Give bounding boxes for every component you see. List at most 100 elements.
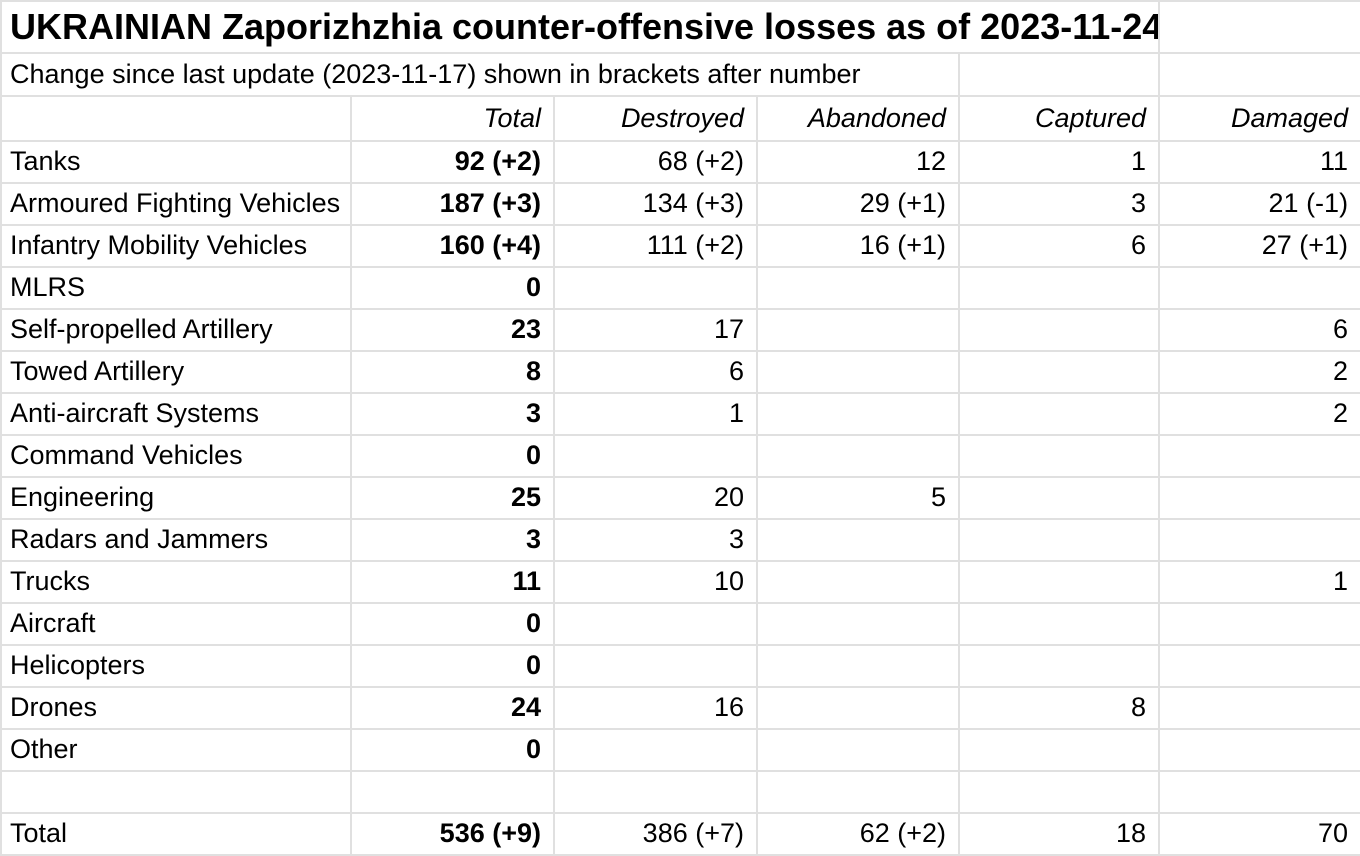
cell-damaged[interactable]: 70	[1158, 812, 1360, 856]
cell-label[interactable]: Trucks	[0, 560, 352, 604]
cell-abandoned[interactable]	[756, 350, 960, 394]
cell-label[interactable]: MLRS	[0, 266, 352, 310]
cell-captured[interactable]	[957, 728, 1161, 772]
cell-captured[interactable]	[957, 644, 1161, 688]
column-header-captured[interactable]: Captured	[957, 95, 1161, 142]
cell-label[interactable]: Helicopters	[0, 644, 352, 688]
cell-captured[interactable]	[957, 602, 1161, 646]
cell-destroyed[interactable]	[553, 434, 758, 478]
cell-destroyed[interactable]	[553, 728, 758, 772]
column-header-damaged[interactable]: Damaged	[1158, 95, 1360, 142]
cell-label[interactable]	[0, 770, 352, 814]
cell-abandoned[interactable]	[756, 266, 960, 310]
cell-captured[interactable]	[957, 560, 1161, 604]
cell-label[interactable]: Anti-aircraft Systems	[0, 392, 352, 436]
cell-damaged[interactable]: 6	[1158, 308, 1360, 352]
cell-abandoned[interactable]	[756, 770, 960, 814]
cell-captured[interactable]	[957, 392, 1161, 436]
cell-label[interactable]: Aircraft	[0, 602, 352, 646]
cell-destroyed[interactable]: 111 (+2)	[553, 224, 758, 268]
cell-destroyed[interactable]	[553, 602, 758, 646]
cell-label[interactable]: Command Vehicles	[0, 434, 352, 478]
cell-damaged[interactable]	[1158, 518, 1360, 562]
cell-destroyed[interactable]: 386 (+7)	[553, 812, 758, 856]
cell-captured[interactable]	[957, 434, 1161, 478]
cell-total[interactable]: 3	[350, 518, 555, 562]
cell-captured[interactable]	[957, 308, 1161, 352]
cell-abandoned[interactable]	[756, 518, 960, 562]
cell-abandoned[interactable]	[756, 392, 960, 436]
cell-total[interactable]: 0	[350, 602, 555, 646]
cell-captured[interactable]: 6	[957, 224, 1161, 268]
cell-captured[interactable]	[957, 266, 1161, 310]
cell-total[interactable]: 536 (+9)	[350, 812, 555, 856]
cell-destroyed[interactable]: 3	[553, 518, 758, 562]
cell-destroyed[interactable]: 68 (+2)	[553, 140, 758, 184]
cell-damaged[interactable]: 1	[1158, 560, 1360, 604]
cell-abandoned[interactable]: 62 (+2)	[756, 812, 960, 856]
cell-total[interactable]: 160 (+4)	[350, 224, 555, 268]
cell-damaged[interactable]: 21 (-1)	[1158, 182, 1360, 226]
cell-damaged[interactable]: 2	[1158, 350, 1360, 394]
cell-damaged[interactable]: 11	[1158, 140, 1360, 184]
cell-total[interactable]: 8	[350, 350, 555, 394]
cell-abandoned[interactable]	[756, 560, 960, 604]
cell-abandoned[interactable]: 16 (+1)	[756, 224, 960, 268]
cell-damaged[interactable]: 2	[1158, 392, 1360, 436]
cell-damaged[interactable]	[1158, 644, 1360, 688]
cell-label[interactable]: Other	[0, 728, 352, 772]
cell-total[interactable]: 11	[350, 560, 555, 604]
column-header-destroyed[interactable]: Destroyed	[553, 95, 758, 142]
cell-label[interactable]: Armoured Fighting Vehicles	[0, 182, 352, 226]
cell-abandoned[interactable]	[756, 434, 960, 478]
cell-total[interactable]: 23	[350, 308, 555, 352]
cell-destroyed[interactable]: 20	[553, 476, 758, 520]
cell-destroyed[interactable]	[553, 266, 758, 310]
cell-damaged[interactable]	[1158, 476, 1360, 520]
cell-label[interactable]: Tanks	[0, 140, 352, 184]
cell-label[interactable]: Infantry Mobility Vehicles	[0, 224, 352, 268]
cell-captured[interactable]	[957, 770, 1161, 814]
cell-captured[interactable]: 18	[957, 812, 1161, 856]
cell-total[interactable]: 0	[350, 644, 555, 688]
cell-captured[interactable]: 3	[957, 182, 1161, 226]
cell-abandoned[interactable]	[756, 602, 960, 646]
page-subtitle[interactable]: Change since last update (2023-11-17) sh…	[0, 52, 960, 97]
cell-captured[interactable]	[957, 350, 1161, 394]
cell-total[interactable]: 3	[350, 392, 555, 436]
cell-total[interactable]: 0	[350, 266, 555, 310]
page-title[interactable]: UKRAINIAN Zaporizhzhia counter-offensive…	[0, 0, 1161, 54]
cell-damaged[interactable]: 27 (+1)	[1158, 224, 1360, 268]
cell-damaged[interactable]	[1158, 434, 1360, 478]
cell-damaged[interactable]	[1158, 770, 1360, 814]
cell-captured[interactable]: 8	[957, 686, 1161, 730]
cell-destroyed[interactable]: 16	[553, 686, 758, 730]
cell-damaged[interactable]	[1158, 686, 1360, 730]
cell-abandoned[interactable]: 29 (+1)	[756, 182, 960, 226]
cell-damaged[interactable]	[1158, 728, 1360, 772]
cell-label[interactable]: Self-propelled Artillery	[0, 308, 352, 352]
cell-label[interactable]: Total	[0, 812, 352, 856]
column-header-blank[interactable]	[0, 95, 352, 142]
cell-total[interactable]: 0	[350, 728, 555, 772]
cell-abandoned[interactable]	[756, 308, 960, 352]
cell-total[interactable]: 187 (+3)	[350, 182, 555, 226]
column-header-total[interactable]: Total	[350, 95, 555, 142]
empty-cell[interactable]	[1158, 52, 1360, 97]
cell-label[interactable]: Radars and Jammers	[0, 518, 352, 562]
column-header-abandoned[interactable]: Abandoned	[756, 95, 960, 142]
cell-destroyed[interactable]: 1	[553, 392, 758, 436]
cell-destroyed[interactable]	[553, 770, 758, 814]
cell-total[interactable]: 25	[350, 476, 555, 520]
cell-abandoned[interactable]: 12	[756, 140, 960, 184]
cell-destroyed[interactable]: 134 (+3)	[553, 182, 758, 226]
cell-label[interactable]: Engineering	[0, 476, 352, 520]
cell-total[interactable]: 92 (+2)	[350, 140, 555, 184]
cell-abandoned[interactable]	[756, 686, 960, 730]
cell-destroyed[interactable]: 17	[553, 308, 758, 352]
empty-cell[interactable]	[957, 52, 1161, 97]
cell-captured[interactable]	[957, 476, 1161, 520]
cell-captured[interactable]	[957, 518, 1161, 562]
cell-damaged[interactable]	[1158, 266, 1360, 310]
cell-total[interactable]: 24	[350, 686, 555, 730]
